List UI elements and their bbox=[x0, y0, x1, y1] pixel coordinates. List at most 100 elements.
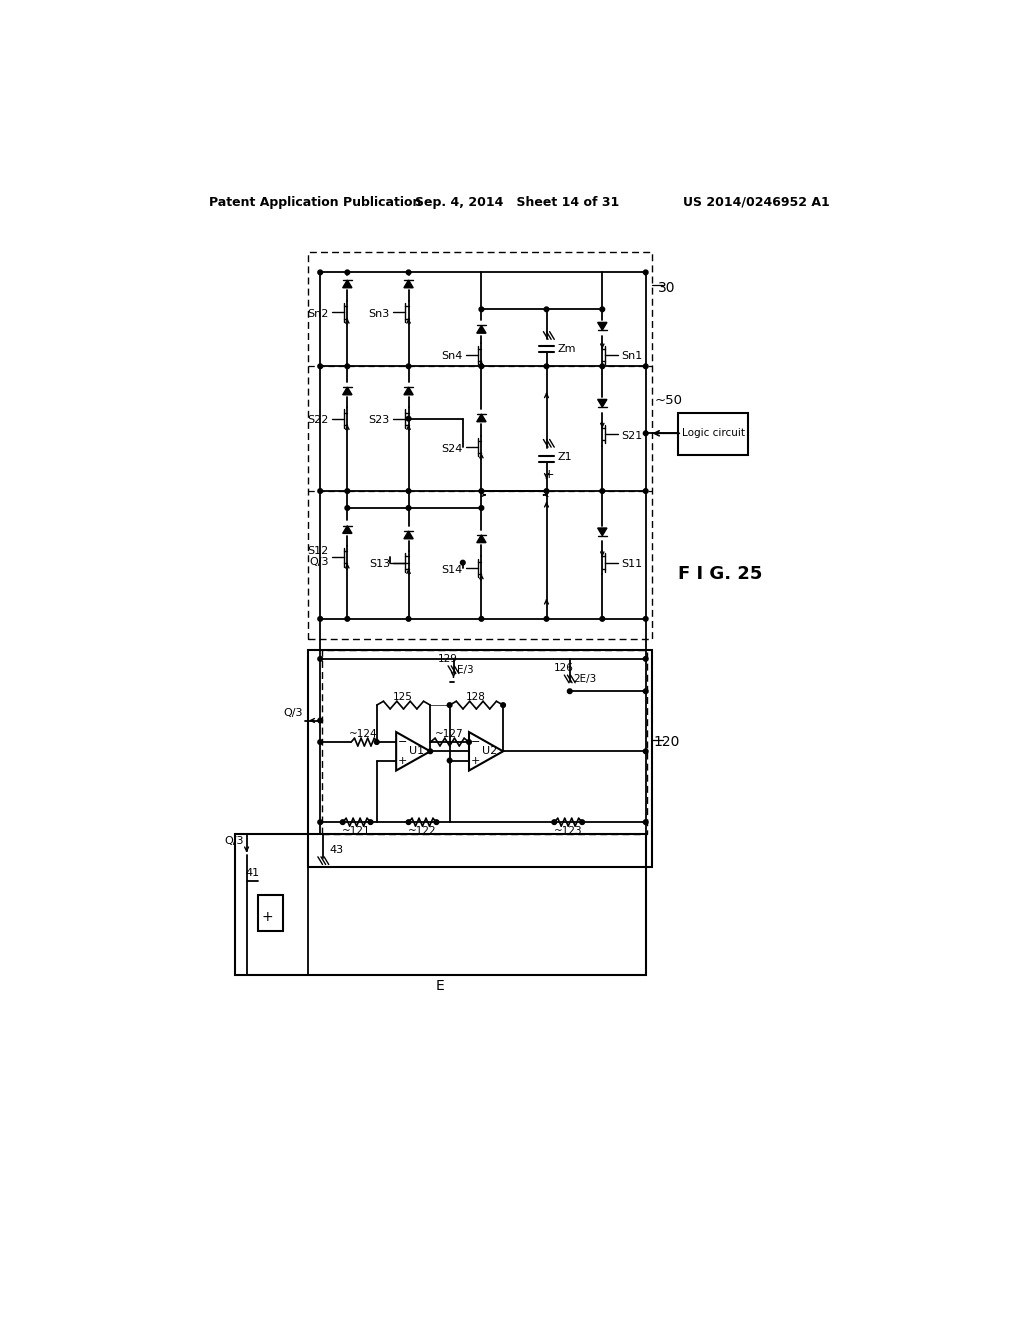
Circle shape bbox=[317, 820, 323, 825]
Circle shape bbox=[407, 616, 411, 622]
Circle shape bbox=[643, 432, 648, 436]
Polygon shape bbox=[477, 414, 486, 422]
Text: E/3: E/3 bbox=[457, 665, 473, 675]
Text: U1: U1 bbox=[409, 746, 424, 756]
Text: 41: 41 bbox=[245, 869, 259, 878]
Circle shape bbox=[375, 739, 379, 744]
Text: S14: S14 bbox=[441, 565, 463, 574]
Text: F I G. 25: F I G. 25 bbox=[678, 565, 763, 583]
Circle shape bbox=[317, 656, 323, 661]
Circle shape bbox=[317, 488, 323, 494]
Text: 43: 43 bbox=[330, 845, 344, 855]
Text: 125: 125 bbox=[393, 693, 413, 702]
Circle shape bbox=[643, 271, 648, 275]
Polygon shape bbox=[343, 387, 352, 395]
Text: +: + bbox=[470, 755, 480, 766]
Circle shape bbox=[407, 271, 411, 275]
Circle shape bbox=[407, 820, 411, 825]
Circle shape bbox=[643, 820, 648, 825]
Polygon shape bbox=[598, 322, 607, 330]
Polygon shape bbox=[343, 280, 352, 288]
Text: Q/3: Q/3 bbox=[284, 708, 303, 718]
Circle shape bbox=[567, 689, 572, 693]
Circle shape bbox=[317, 271, 323, 275]
Text: 126: 126 bbox=[554, 663, 573, 673]
Circle shape bbox=[643, 689, 648, 693]
Circle shape bbox=[317, 616, 323, 622]
Circle shape bbox=[345, 364, 349, 368]
Circle shape bbox=[600, 308, 604, 312]
Text: Sep. 4, 2014   Sheet 14 of 31: Sep. 4, 2014 Sheet 14 of 31 bbox=[415, 195, 618, 209]
Circle shape bbox=[501, 702, 506, 708]
Bar bbox=[678, 413, 748, 455]
Circle shape bbox=[600, 364, 604, 368]
Text: Sn1: Sn1 bbox=[621, 351, 642, 362]
Text: Sn3: Sn3 bbox=[369, 309, 390, 319]
Circle shape bbox=[600, 488, 604, 494]
Circle shape bbox=[544, 616, 549, 622]
Circle shape bbox=[345, 616, 349, 622]
Text: ~122: ~122 bbox=[409, 826, 437, 837]
Circle shape bbox=[407, 416, 411, 421]
Circle shape bbox=[643, 364, 648, 368]
Text: ~121: ~121 bbox=[342, 826, 371, 837]
Bar bbox=[308, 252, 652, 639]
Text: U2: U2 bbox=[481, 746, 497, 756]
Text: ~123: ~123 bbox=[554, 826, 583, 837]
Text: Sn4: Sn4 bbox=[441, 351, 463, 362]
Text: Z1: Z1 bbox=[557, 453, 572, 462]
Text: Q/3: Q/3 bbox=[309, 557, 329, 566]
Circle shape bbox=[643, 656, 648, 661]
Text: S11: S11 bbox=[621, 560, 642, 569]
Circle shape bbox=[317, 364, 323, 368]
Text: 120: 120 bbox=[653, 735, 680, 748]
Polygon shape bbox=[477, 535, 486, 543]
Text: 30: 30 bbox=[657, 281, 676, 294]
Text: ~50: ~50 bbox=[655, 395, 683, 408]
Text: 129: 129 bbox=[437, 653, 458, 664]
Text: S13: S13 bbox=[369, 560, 390, 569]
Circle shape bbox=[461, 561, 465, 565]
Bar bbox=[308, 649, 652, 867]
Polygon shape bbox=[343, 525, 352, 533]
Polygon shape bbox=[403, 280, 414, 288]
Circle shape bbox=[643, 488, 648, 494]
Circle shape bbox=[552, 820, 557, 825]
Bar bbox=[234, 834, 646, 974]
Circle shape bbox=[345, 271, 349, 275]
Text: −: − bbox=[470, 737, 480, 747]
Text: S12: S12 bbox=[307, 546, 329, 556]
Text: −: − bbox=[397, 737, 407, 747]
Circle shape bbox=[479, 506, 483, 511]
Circle shape bbox=[580, 820, 585, 825]
Text: +: + bbox=[262, 909, 273, 924]
Circle shape bbox=[340, 820, 345, 825]
Text: +: + bbox=[397, 755, 407, 766]
Text: ~127: ~127 bbox=[435, 730, 464, 739]
Circle shape bbox=[544, 364, 549, 368]
Text: Q/3: Q/3 bbox=[224, 836, 245, 846]
Polygon shape bbox=[598, 528, 607, 536]
Text: ~124: ~124 bbox=[348, 730, 377, 739]
Circle shape bbox=[428, 748, 432, 754]
Polygon shape bbox=[598, 400, 607, 407]
Circle shape bbox=[407, 364, 411, 368]
Polygon shape bbox=[477, 326, 486, 333]
Circle shape bbox=[317, 739, 323, 744]
Circle shape bbox=[345, 488, 349, 494]
Text: Patent Application Publication: Patent Application Publication bbox=[209, 195, 422, 209]
Text: +: + bbox=[544, 467, 554, 480]
Circle shape bbox=[467, 739, 471, 744]
Polygon shape bbox=[403, 531, 414, 539]
Circle shape bbox=[643, 616, 648, 622]
Circle shape bbox=[345, 506, 349, 511]
Circle shape bbox=[479, 308, 483, 312]
Text: Sn2: Sn2 bbox=[307, 309, 329, 319]
Circle shape bbox=[447, 758, 452, 763]
Circle shape bbox=[479, 364, 483, 368]
Polygon shape bbox=[403, 387, 414, 395]
Text: US 2014/0246952 A1: US 2014/0246952 A1 bbox=[683, 195, 829, 209]
Text: Zm: Zm bbox=[557, 345, 575, 354]
Circle shape bbox=[600, 616, 604, 622]
Circle shape bbox=[407, 506, 411, 511]
